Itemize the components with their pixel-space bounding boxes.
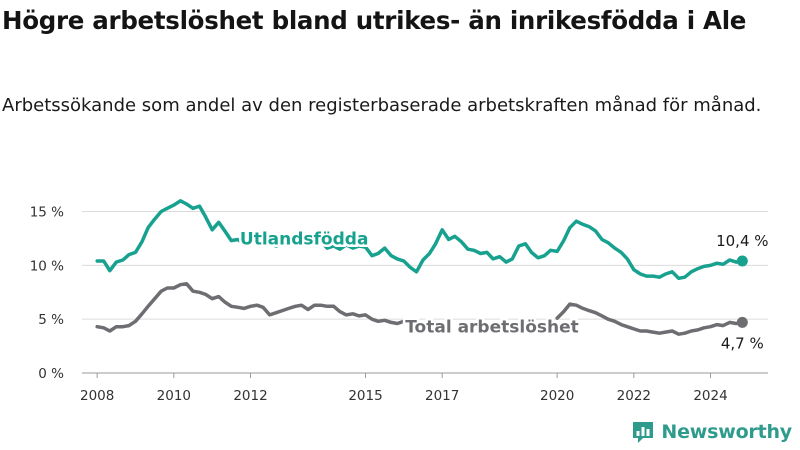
end-label-utlandsfodda: 10,4 % — [716, 232, 768, 250]
x-tick-label: 2012 — [233, 388, 267, 404]
y-tick-label: 5 % — [38, 312, 64, 328]
chart-title: Högre arbetslöshet bland utrikes- än inr… — [2, 6, 747, 35]
x-tick-label: 2008 — [80, 388, 114, 404]
x-tick-label: 2017 — [425, 388, 459, 404]
x-tick-label: 2015 — [348, 388, 382, 404]
chart-subtitle: Arbetssökande som andel av den registerb… — [2, 95, 762, 116]
x-tick-label: 2022 — [617, 388, 651, 404]
end-label-total: 4,7 % — [721, 334, 764, 352]
series-label-utlandsfodda: Utlandsfödda — [240, 229, 369, 249]
series-line-utlandsfodda — [322, 219, 745, 281]
series-line-total — [555, 302, 745, 336]
x-tick-label: 2024 — [693, 388, 727, 404]
endpoint-marker-utlandsfodda — [736, 255, 748, 267]
brand-name: Newsworthy — [661, 421, 792, 443]
series-label-total: Total arbetslöshet — [405, 318, 579, 338]
brand: Newsworthy — [631, 420, 792, 444]
x-tick-label: 2010 — [157, 388, 191, 404]
newsworthy-logo-icon — [633, 422, 654, 443]
y-tick-label: 0 % — [38, 366, 64, 382]
endpoint-marker-total — [736, 316, 748, 328]
y-tick-label: 10 % — [30, 258, 64, 274]
y-tick-label: 15 % — [30, 205, 64, 221]
x-tick-label: 2020 — [540, 388, 574, 404]
series-line-total — [95, 281, 425, 333]
series-line-utlandsfodda — [95, 199, 285, 273]
